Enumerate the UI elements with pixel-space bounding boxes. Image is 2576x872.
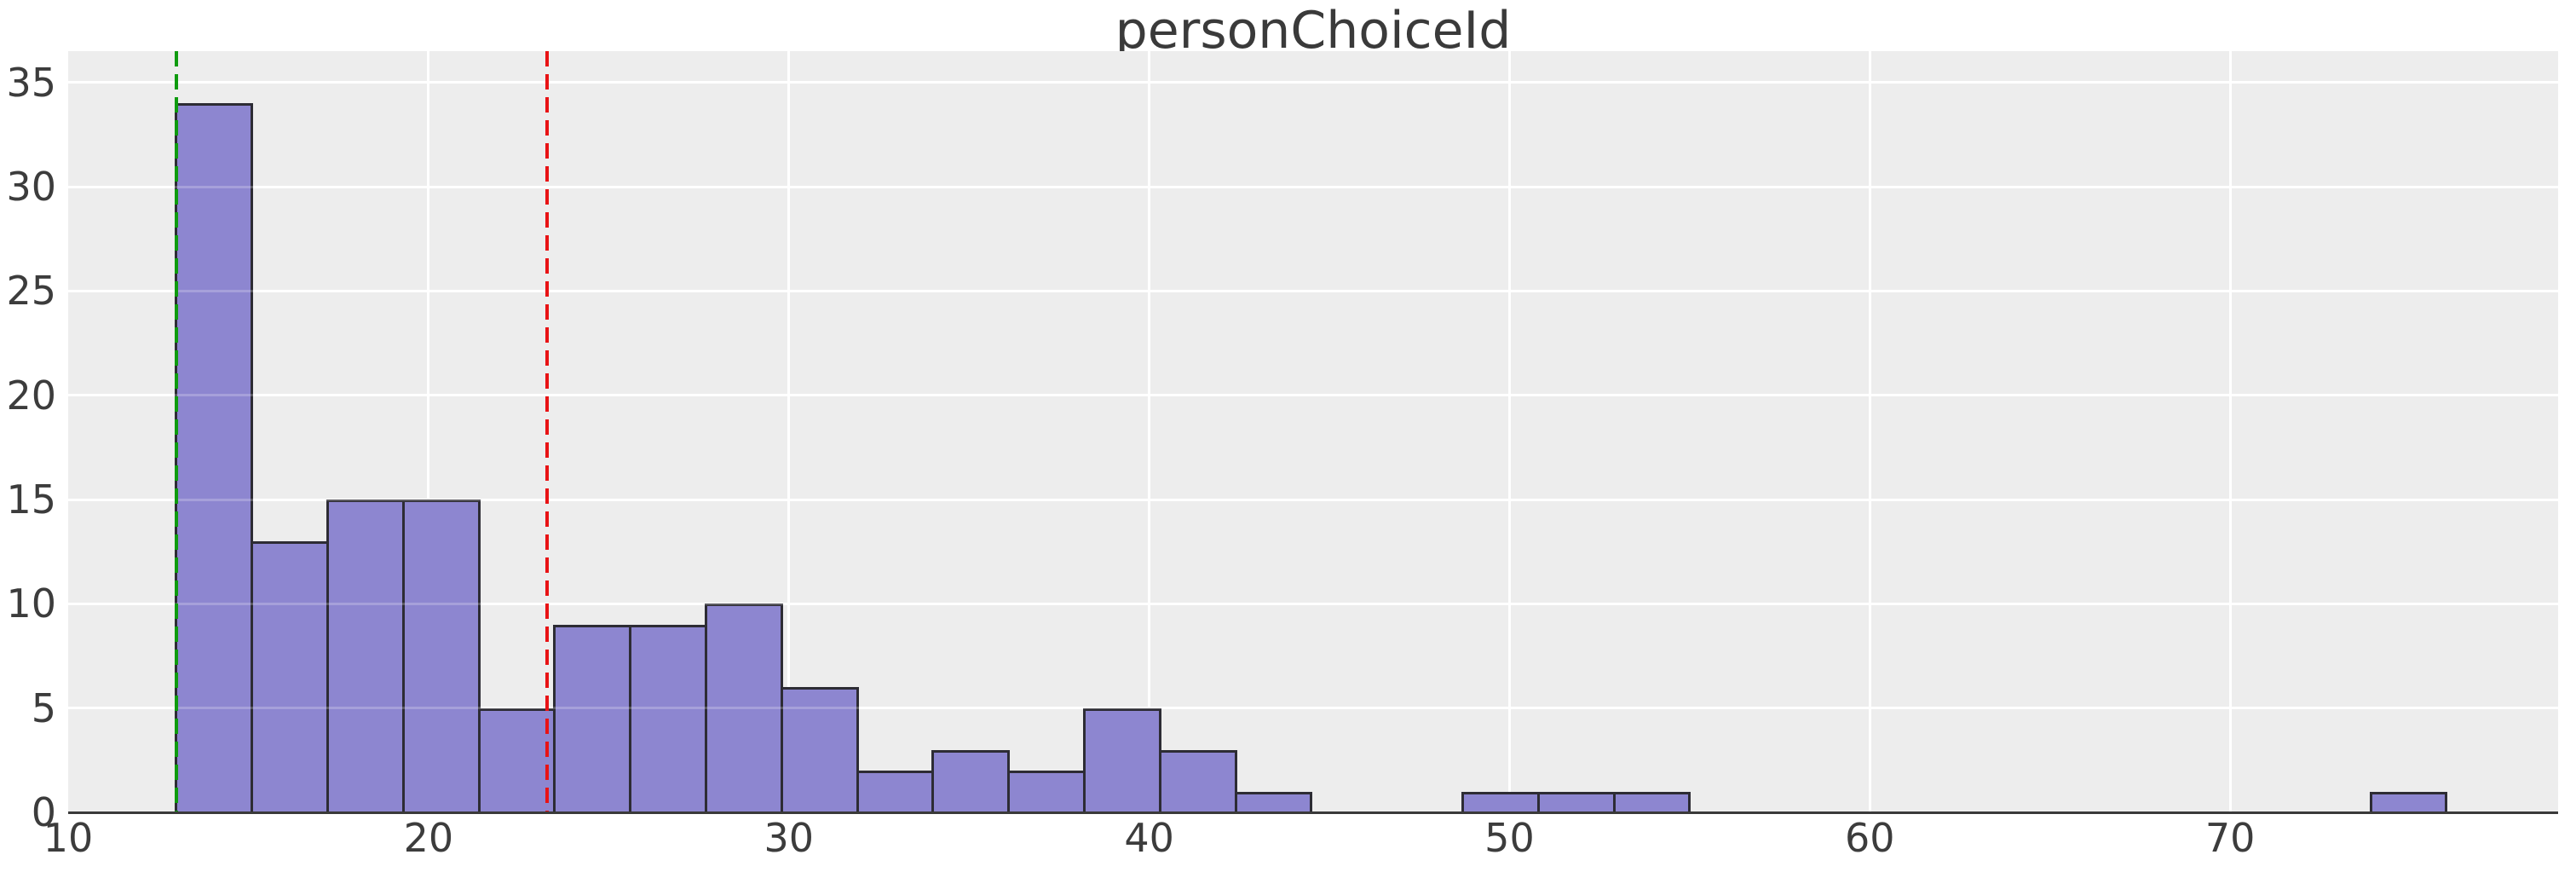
histogram-bar — [2369, 791, 2448, 812]
x-tick-label-50: 50 — [1484, 815, 1535, 861]
histogram-bar — [1082, 707, 1161, 812]
x-tick-label-20: 20 — [403, 815, 454, 861]
gridline-x-70 — [2228, 51, 2232, 812]
x-tick-label-60: 60 — [1845, 815, 1895, 861]
x-tick-label-40: 40 — [1124, 815, 1174, 861]
chart-title: personChoiceId — [1115, 1, 1512, 61]
x-tick-label-10: 10 — [43, 815, 94, 861]
y-tick-label-20: 20 — [6, 372, 56, 419]
y-tick-label-15: 15 — [6, 476, 56, 523]
y-tick-label-35: 35 — [6, 59, 56, 106]
histogram-bar — [1461, 791, 1540, 812]
x-tick-label-30: 30 — [764, 815, 814, 861]
histogram-bar — [629, 624, 707, 812]
histogram-bar — [401, 500, 481, 812]
gridline-y-25 — [68, 289, 2558, 292]
histogram-bar — [251, 540, 329, 812]
x-tick-label-70: 70 — [2204, 815, 2256, 861]
histogram-bar — [1536, 791, 1616, 812]
histogram-bar — [704, 603, 783, 812]
min-line — [174, 51, 178, 812]
y-tick-label-30: 30 — [6, 164, 56, 211]
histogram-bar — [931, 749, 1011, 812]
gridline-x-50 — [1507, 51, 1511, 812]
histogram-bar — [1158, 749, 1237, 812]
plot-area — [68, 51, 2558, 812]
y-tick-label-5: 5 — [31, 684, 56, 731]
gridline-x-20 — [427, 51, 430, 812]
gridline-y-20 — [68, 394, 2558, 397]
mean-line — [545, 51, 550, 812]
histogram-bar — [477, 707, 556, 812]
histogram-bar — [856, 771, 935, 812]
gridline-x-30 — [787, 51, 791, 812]
histogram-bar — [1612, 791, 1691, 812]
histogram-bar — [780, 687, 859, 812]
gridline-y-30 — [68, 185, 2558, 188]
y-tick-label-25: 25 — [6, 268, 56, 315]
gridline-x-60 — [1868, 51, 1871, 812]
y-tick-label-0: 0 — [31, 789, 56, 835]
histogram-bar — [1007, 771, 1086, 812]
gridline-y-35 — [68, 81, 2558, 84]
histogram-bar — [553, 624, 632, 812]
y-tick-label-10: 10 — [6, 580, 56, 627]
histogram-bar — [175, 103, 254, 812]
histogram-bar — [1234, 791, 1313, 812]
gridline-y-5 — [68, 707, 2558, 710]
gridline-y-10 — [68, 602, 2558, 605]
x-axis-spine — [68, 811, 2558, 814]
gridline-x-40 — [1148, 51, 1151, 812]
gridline-y-15 — [68, 498, 2558, 501]
histogram-bar — [326, 500, 405, 812]
